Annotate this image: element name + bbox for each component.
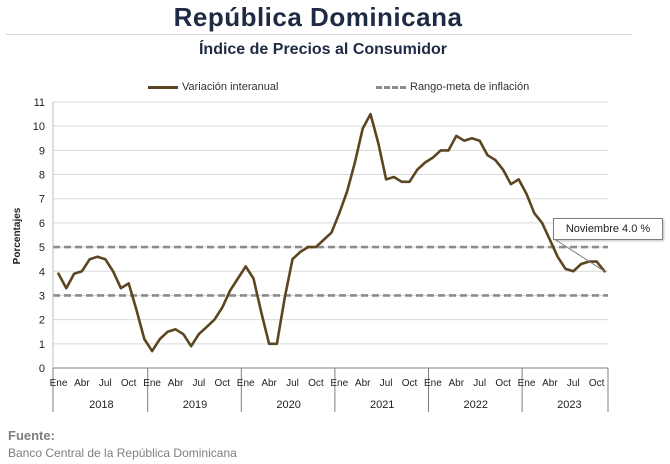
y-tick-label: 4 (39, 266, 45, 278)
y-tick-label: 3 (39, 290, 45, 302)
x-tick-label: Oct (495, 378, 511, 389)
x-tick-label: Ene (424, 378, 442, 389)
chart-title: República Dominicana (173, 2, 463, 32)
year-label: 2020 (276, 399, 300, 411)
x-tick-label: Ene (518, 378, 536, 389)
y-tick-label: 11 (34, 97, 45, 109)
y-tick-label: 7 (39, 194, 45, 206)
x-axis: Ene Abr Jul Oct 2018 Ene Abr Jul Oct 2019 Ene Abr Ju… (50, 102, 609, 412)
year-label: 2021 (370, 399, 394, 411)
x-tick-label: Ene (330, 378, 348, 389)
legend-solid-swatch (148, 85, 178, 89)
y-tick-label: 1 (39, 339, 45, 351)
series-line-variacion (57, 112, 606, 353)
source-label: Fuente: (8, 428, 55, 443)
x-tick-label: Abr (542, 378, 558, 389)
y-tick-label: 2 (39, 315, 45, 327)
legend-item-rango: Rango-meta de inflación (376, 81, 529, 93)
x-tick-label: Oct (402, 378, 418, 389)
year-label: 2018 (89, 399, 113, 411)
x-tick-label: Abr (355, 378, 371, 389)
legend-label-variacion: Variación interanual (182, 81, 279, 93)
y-tick-label: 8 (39, 170, 45, 182)
year-label: 2019 (183, 399, 207, 411)
y-tick-label: 0 (39, 363, 45, 375)
x-tick-label: Jul (193, 378, 206, 389)
year-label: 2023 (557, 399, 581, 411)
year-label: 2022 (464, 399, 488, 411)
x-tick-label: Jul (286, 378, 299, 389)
x-tick-label: Jul (380, 378, 393, 389)
x-tick-label: Jul (473, 378, 486, 389)
chart-subtitle: Índice de Precios al Consumidor (198, 41, 448, 58)
y-tick-label: 10 (33, 121, 45, 133)
y-tick-label: 6 (39, 218, 45, 230)
annotation-callout: Noviembre 4.0 % (553, 218, 663, 240)
y-tick-label: 5 (39, 242, 45, 254)
x-tick-label: Jul (567, 378, 580, 389)
x-tick-label: Jul (99, 378, 112, 389)
x-tick-label: Oct (215, 378, 231, 389)
x-tick-label: Ene (237, 378, 255, 389)
x-tick-label: Abr (74, 378, 90, 389)
x-tick-label: Oct (589, 378, 605, 389)
x-tick-label: Ene (50, 378, 68, 389)
y-tick-label: 9 (39, 145, 45, 157)
x-tick-label: Oct (121, 378, 137, 389)
title-divider (6, 34, 632, 35)
x-tick-label: Abr (449, 378, 465, 389)
y-axis-tick-labels: 0 1 2 3 4 5 6 7 8 9 10 11 (33, 97, 45, 375)
legend-item-variacion: Variación interanual (148, 81, 278, 93)
x-tick-label: Ene (143, 378, 161, 389)
target-range-lines (53, 245, 608, 297)
callout-leader (555, 239, 605, 272)
legend-label-rango: Rango-meta de inflación (410, 81, 530, 93)
legend-dashed-swatch (376, 85, 406, 89)
x-tick-label: Abr (261, 378, 277, 389)
x-tick-label: Abr (168, 378, 184, 389)
y-axis-title: Porcentajes (12, 207, 23, 264)
source-text: Banco Central de la República Dominicana (8, 446, 237, 460)
x-tick-label: Oct (308, 378, 324, 389)
